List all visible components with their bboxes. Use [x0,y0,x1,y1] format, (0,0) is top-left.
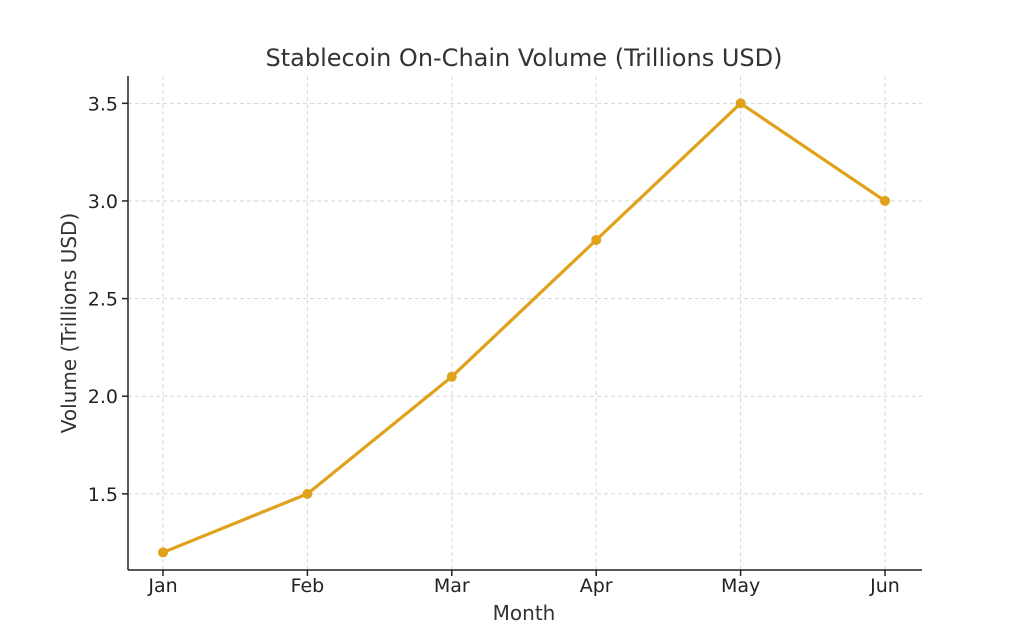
y-tick-label: 3.5 [88,93,118,115]
y-tick-label: 2.0 [88,386,118,408]
data-point [591,235,602,246]
x-tick-label: Jan [147,575,177,597]
data-point [446,371,457,382]
x-ticks: Jan Feb Mar Apr May Jun [147,570,900,597]
x-axis-label: Month [493,601,556,625]
data-point [880,195,890,206]
x-tick-label: Feb [291,575,325,597]
y-tick-label: 2.5 [88,289,118,311]
data-point [302,488,313,499]
y-tick-label: 3.0 [88,191,118,213]
x-tick-label: May [721,575,760,597]
x-tick-label: Mar [434,575,470,597]
data-point [735,98,746,109]
data-point [158,547,168,558]
y-tick-label: 1.5 [88,484,118,506]
x-tick-label: Jun [869,575,900,597]
chart-title: Stablecoin On-Chain Volume (Trillions US… [266,44,783,72]
series-line [161,101,887,555]
series [158,98,890,558]
y-ticks: 1.5 2.0 2.5 3.0 3.5 [88,93,128,506]
y-axis-label: Volume (Trillions USD) [57,213,81,434]
x-tick-label: Apr [580,575,613,597]
grid [128,76,922,570]
axes [127,76,922,571]
